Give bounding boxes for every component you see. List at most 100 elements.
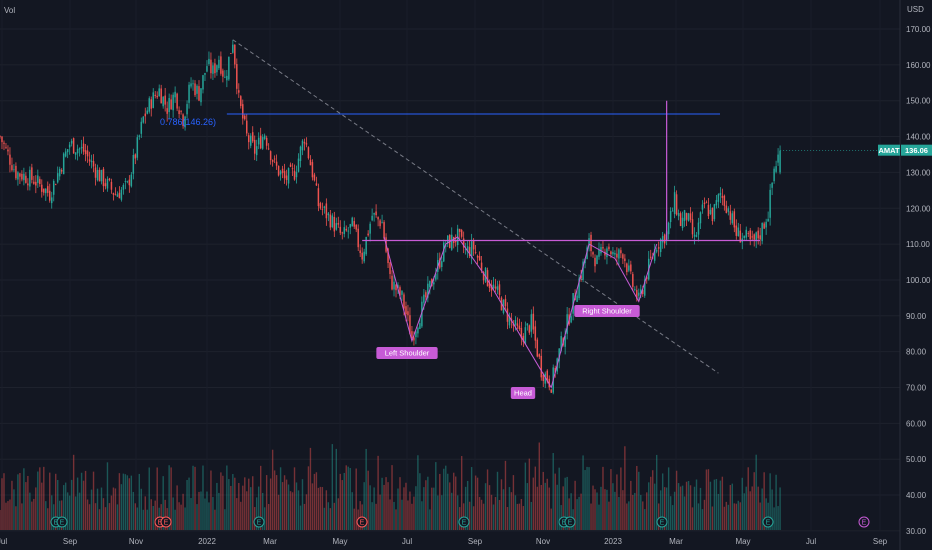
candle-body (92, 161, 95, 167)
time-axis[interactable]: Jul Sep Nov 2022 Mar May Jul Sep Nov 2023 Mar May Ju… (0, 537, 888, 546)
volume-bar (464, 486, 467, 530)
candle-body (723, 195, 726, 206)
candle-body (267, 148, 270, 150)
volume-bar (92, 471, 95, 530)
volume-bar (673, 491, 676, 530)
volume-bar (261, 492, 264, 530)
candle-body (64, 151, 67, 157)
candle-body (315, 183, 318, 186)
candle-body (520, 327, 523, 339)
candle-body (707, 204, 710, 217)
volume-bar (741, 477, 743, 530)
volume-bar (80, 472, 83, 530)
earnings-event-marker[interactable] (56, 516, 68, 528)
candle-body (659, 239, 662, 253)
candle-body (524, 327, 527, 345)
volume-bar (120, 484, 123, 530)
candle-body (468, 247, 471, 257)
volume-bar (152, 505, 154, 530)
volume-bar (164, 499, 166, 530)
downtrend-line[interactable] (232, 39, 719, 374)
earnings-event-marker[interactable] (160, 516, 172, 528)
candle-body (94, 167, 97, 178)
candle-body (130, 174, 133, 187)
earnings-event-marker[interactable] (564, 516, 576, 528)
candle-body (50, 197, 53, 204)
candle-body (41, 184, 43, 192)
volume-bar (580, 493, 582, 530)
volume-bar (291, 492, 294, 530)
candle-body (58, 168, 61, 177)
candle-body (415, 331, 417, 338)
volume-bar (598, 504, 600, 530)
volume-bar (385, 477, 387, 530)
candle-body (248, 135, 250, 143)
candle-body (729, 211, 732, 220)
candle-body (172, 94, 174, 111)
candle-body (78, 148, 81, 150)
candle-body (174, 91, 176, 98)
earnings-event-marker[interactable] (762, 516, 774, 528)
candle-body (140, 121, 143, 134)
candle-body (317, 188, 320, 207)
volume-bar (522, 506, 525, 530)
candle-body (630, 264, 632, 272)
candle-body (751, 236, 753, 238)
candle-body (653, 248, 656, 261)
volume-bar (258, 486, 260, 530)
candle-body (480, 262, 483, 271)
earnings-event-marker[interactable] (253, 516, 265, 528)
volume-bar (13, 489, 15, 530)
volume-bar (558, 467, 560, 530)
candle-body (166, 108, 168, 114)
candle-body (373, 213, 375, 215)
volume-bar (45, 501, 47, 530)
volume-bar (620, 467, 622, 530)
candle-body (29, 169, 31, 187)
volume-bar (112, 487, 115, 530)
volume-bar (269, 478, 272, 530)
volume-bar (701, 509, 704, 530)
volume-bar (582, 455, 584, 530)
candle-body (337, 223, 340, 225)
candle-body (604, 251, 606, 256)
price-axis[interactable]: 170.00 160.00 150.00 140.00 130.00 120.00 110.… (899, 0, 931, 550)
candle-body (154, 94, 156, 96)
volume-bar (146, 509, 148, 530)
candle-body (474, 252, 477, 253)
candle-body (598, 249, 600, 257)
candle-body (735, 225, 738, 236)
candle-body (265, 137, 268, 146)
volume-bar (548, 487, 550, 530)
volume-bar (745, 486, 747, 530)
candle-body (102, 168, 105, 187)
candle-body (391, 275, 393, 290)
volume-bar (460, 456, 463, 530)
earnings-event-marker[interactable] (356, 516, 368, 528)
earnings-event-marker[interactable] (656, 516, 668, 528)
earnings-event-marker[interactable] (858, 516, 870, 528)
candle-body (458, 228, 461, 232)
head-and-shoulders-pattern[interactable] (383, 236, 658, 389)
volume-bar (610, 469, 612, 530)
volume-bar (441, 495, 443, 530)
volume-bar (616, 474, 618, 530)
candle-body (25, 175, 27, 183)
candle-body (7, 149, 9, 152)
volume-bar (747, 467, 749, 530)
candle-body (351, 217, 353, 227)
candle-body (759, 235, 761, 240)
candle-body (182, 114, 184, 127)
candle-body (661, 236, 664, 243)
volume-bar (570, 493, 572, 530)
volume-bar (546, 478, 548, 530)
volume-bar (263, 507, 266, 530)
y-tick-label: 160.00 (906, 61, 931, 70)
candle-body (701, 204, 704, 210)
volume-bar (204, 498, 206, 530)
volume-bar (178, 502, 180, 530)
volume-bar (172, 497, 174, 530)
volume-bar (367, 470, 369, 530)
earnings-event-marker[interactable] (458, 516, 470, 528)
